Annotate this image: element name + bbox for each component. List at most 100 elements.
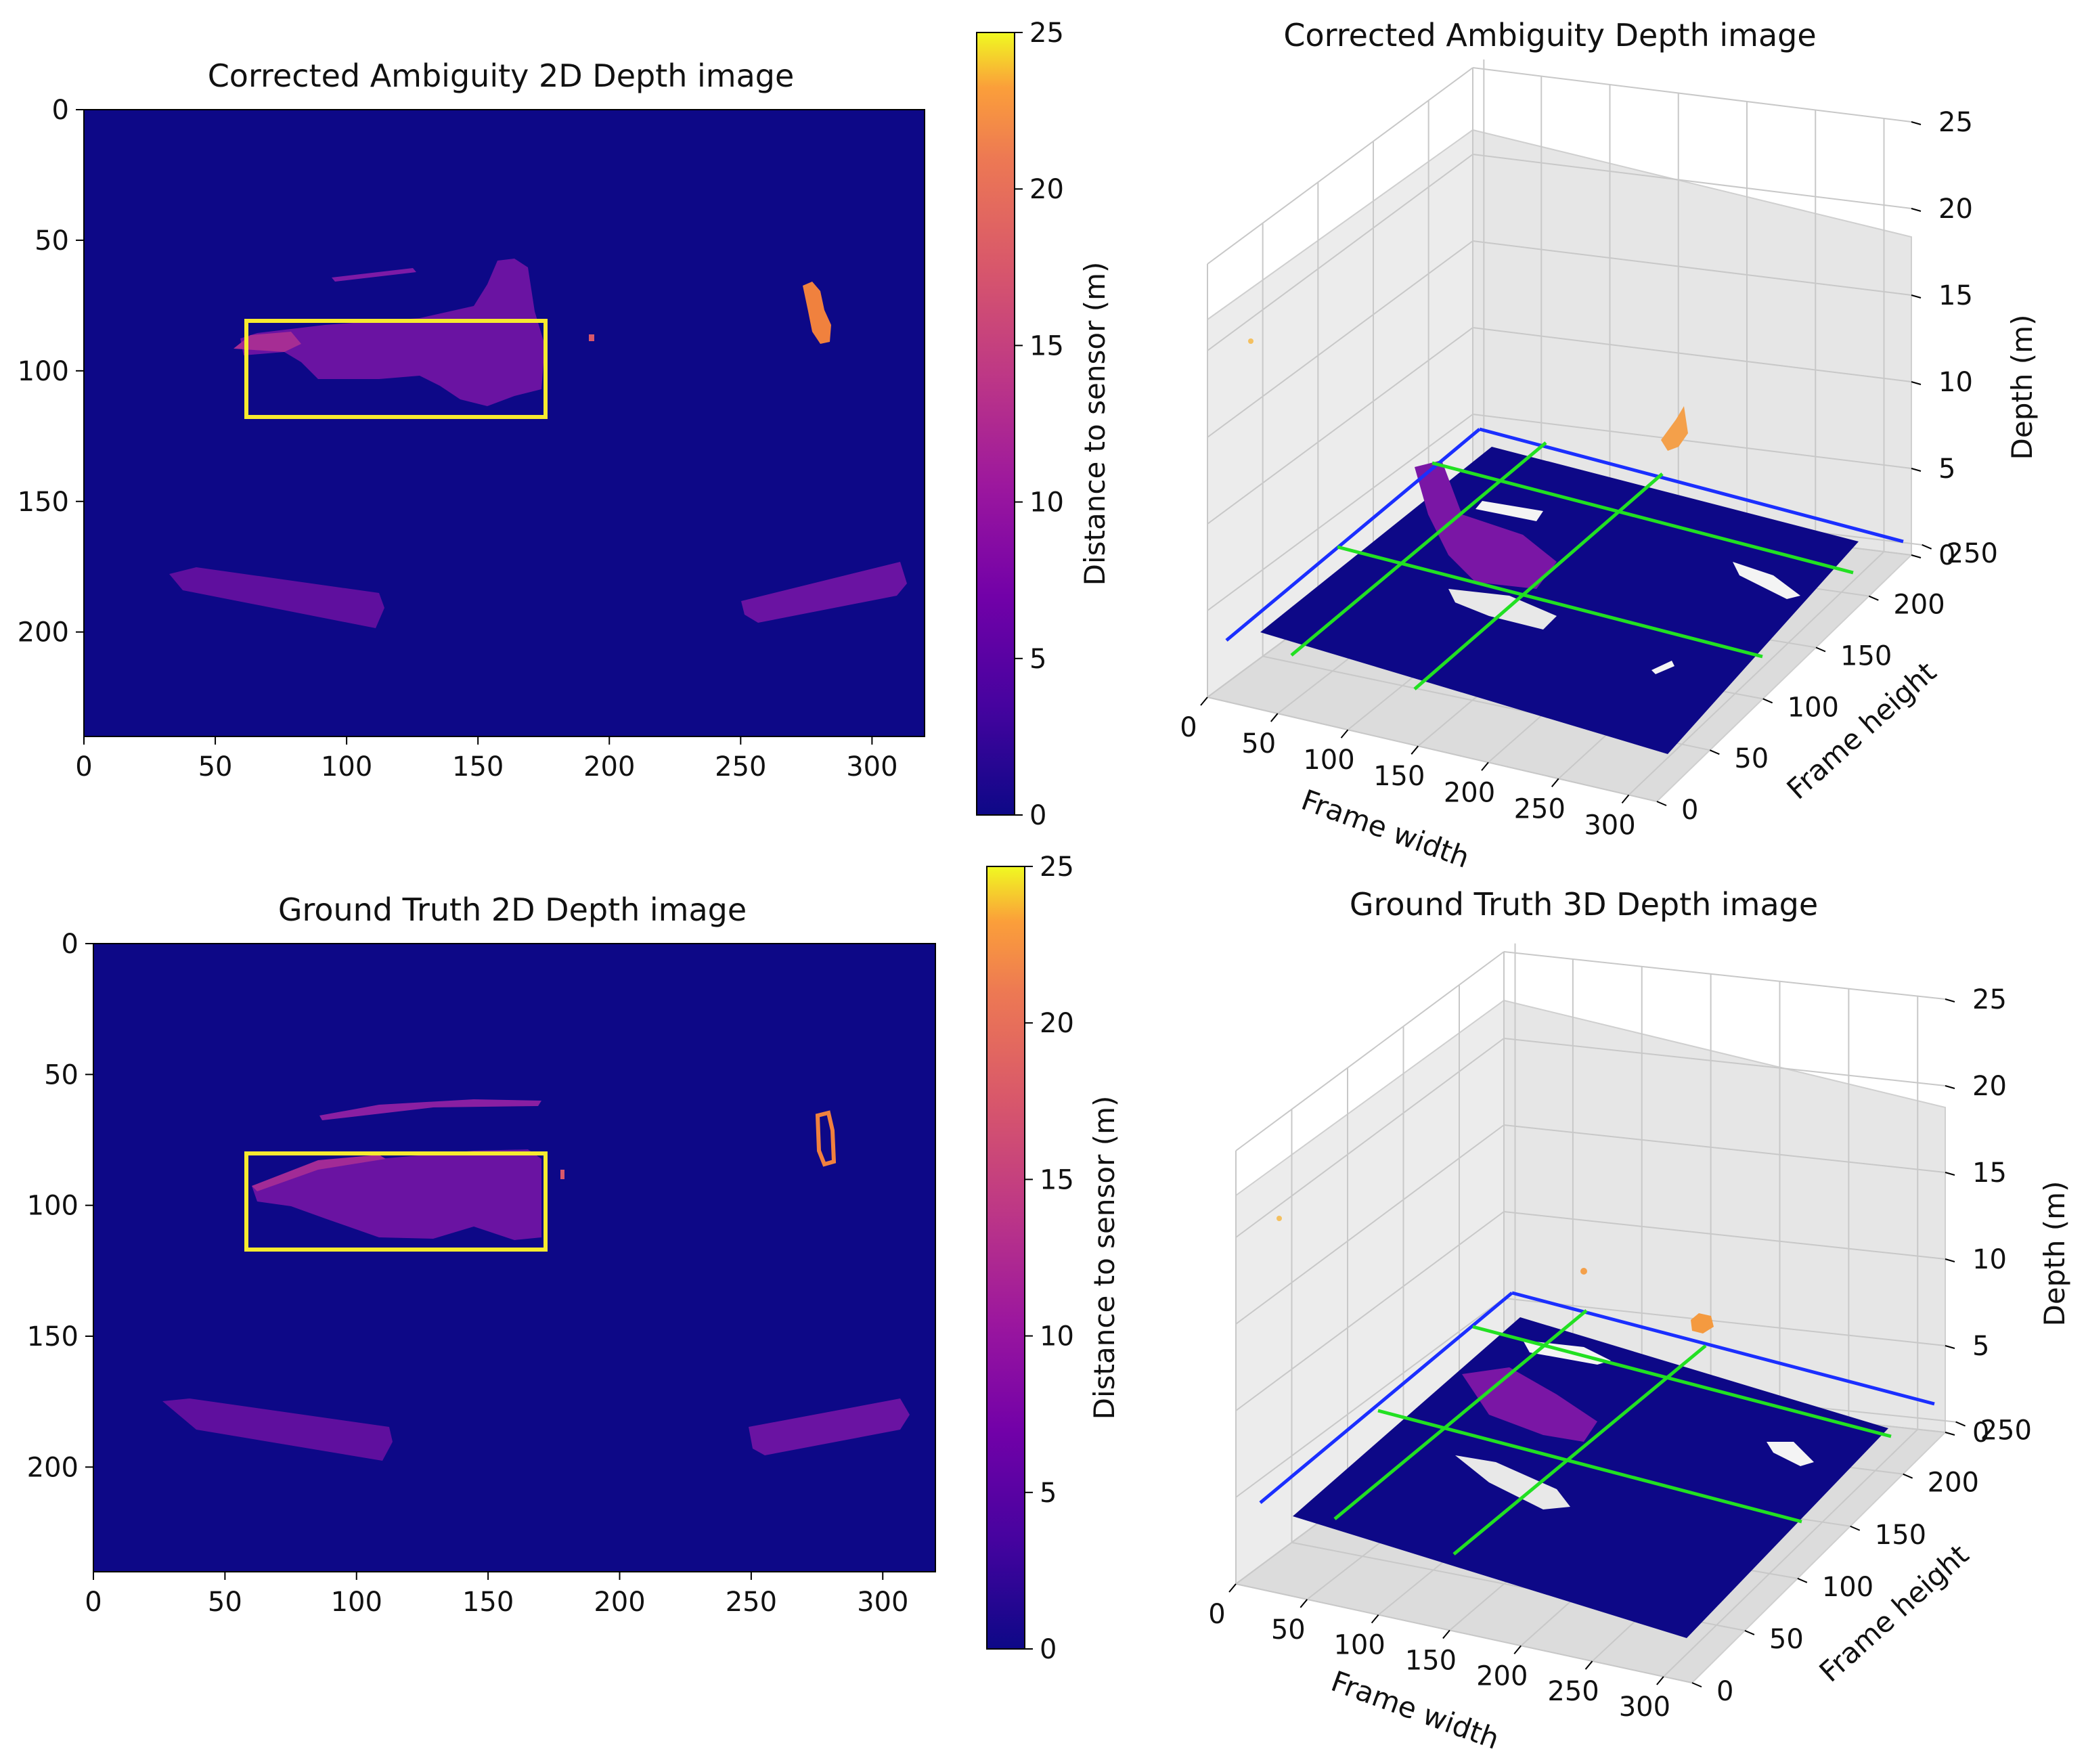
y-tick-label: 0 — [1681, 795, 1698, 826]
grid-line — [1472, 414, 1912, 469]
right-ground-patch — [749, 1398, 910, 1455]
grid-line — [1235, 1211, 1505, 1411]
colorbar-tick-label: 25 — [1029, 18, 1064, 49]
grid-line — [1503, 951, 1946, 1000]
y-tick-label: 50 — [1734, 743, 1769, 774]
x-ticks: 0 50 100 150 200 250 300 — [1180, 697, 1636, 841]
x-tick-label: 150 — [452, 751, 504, 782]
grid-line — [1503, 1211, 1946, 1260]
highlight-box — [244, 1151, 548, 1252]
orange-points — [1691, 1313, 1714, 1333]
y-tick-mark — [1922, 544, 1932, 550]
x-tick-label: 150 — [1373, 761, 1425, 792]
far-sign-post — [803, 282, 831, 344]
z-tick-label: 25 — [1972, 984, 2007, 1015]
z-tick-label: 5 — [1938, 454, 1955, 485]
z-tick-mark — [1945, 1172, 1955, 1176]
x-tick-mark — [1371, 1614, 1379, 1624]
z-tick-label: 0 — [1938, 540, 1955, 571]
roof-streak — [332, 268, 416, 282]
depth-plane — [1260, 447, 1859, 754]
colorbar-tick-label: 0 — [1029, 800, 1046, 831]
y-tick-mark — [1815, 646, 1826, 653]
x-tick-label: 50 — [1271, 1614, 1306, 1646]
highlight-box — [244, 319, 548, 419]
z-tick-label: 5 — [1972, 1331, 1989, 1362]
y-tick-label: 0 — [62, 929, 79, 960]
y-tick-mark — [1797, 1577, 1808, 1583]
y-ticks: 0 50 100 150 200 — [18, 95, 84, 648]
title-groundtruth-2d: Ground Truth 2D Depth image — [278, 891, 747, 928]
grid-line — [1472, 240, 1912, 296]
x-tick-mark — [1621, 794, 1630, 804]
y-tick-mark — [1656, 801, 1667, 806]
x-tick-mark — [1340, 729, 1349, 738]
z-tick-label: 20 — [1972, 1071, 2007, 1102]
x-tick-label: 0 — [85, 1587, 102, 1618]
colorbar — [976, 32, 1015, 816]
colorbar-tick-label: 5 — [1040, 1478, 1057, 1509]
x-tick-label: 300 — [1619, 1692, 1670, 1723]
left-ground-patch — [162, 1398, 393, 1461]
green-line — [1452, 1344, 1707, 1556]
colorbar-tick-label: 15 — [1040, 1164, 1074, 1195]
z-tick-label: 10 — [1938, 367, 1973, 398]
y-tick-mark — [1762, 698, 1773, 704]
y-tick-mark — [1850, 1525, 1861, 1531]
outlier-point — [1277, 1216, 1282, 1221]
x-tick-mark — [1513, 1645, 1522, 1654]
panel-groundtruth-3d: Ground Truth 3D Depth image 0 50 100 150 200… — [1208, 886, 2071, 1756]
z-tick-mark — [1945, 1085, 1955, 1089]
x-tick-label: 200 — [1476, 1660, 1528, 1692]
green-line — [1432, 461, 1854, 575]
x-ticks: 0 50 100 150 200 250 300 — [85, 1572, 908, 1618]
title-corrected-2d: Corrected Ambiguity 2D Depth image — [208, 58, 795, 94]
x-tick-label: 0 — [1180, 712, 1197, 743]
x-tick-mark — [1200, 697, 1208, 706]
left-ground-patch — [169, 567, 384, 628]
small-spot — [560, 1170, 564, 1179]
grid-line — [1235, 1124, 1505, 1325]
panel-groundtruth-2d: Ground Truth 2D Depth image 0 50 100 150 200… — [27, 852, 1121, 1665]
x-tick-mark — [1481, 762, 1489, 771]
colorbar-label: Distance to sensor (m) — [1078, 262, 1111, 586]
y-tick-label: 100 — [1788, 692, 1839, 723]
y-tick-label: 200 — [27, 1452, 79, 1483]
blue-line — [1259, 1292, 1513, 1504]
x-tick-label: 200 — [1444, 777, 1495, 808]
x-tick-label: 150 — [1405, 1645, 1457, 1676]
grid-line — [1207, 414, 1473, 611]
axes-frame — [93, 943, 936, 1572]
y-tick-label: 150 — [1840, 641, 1892, 672]
grid-line — [1472, 154, 1912, 209]
grid-line — [1207, 67, 1473, 265]
y-tick-label: 100 — [18, 356, 69, 387]
x-tick-label: 300 — [857, 1587, 908, 1618]
grid-line — [1503, 1124, 1946, 1173]
y-tick-mark — [1709, 749, 1720, 755]
roof-streak — [319, 1099, 541, 1120]
y-tick-label: 50 — [44, 1059, 79, 1090]
x-tick-mark — [1270, 713, 1279, 722]
y-tick-label: 250 — [1947, 538, 1998, 569]
colorbar-tick-label: 5 — [1029, 644, 1046, 675]
z-tick-mark — [1911, 468, 1922, 472]
z-tick-label: 10 — [1972, 1244, 2007, 1275]
y-tick-label: 150 — [27, 1321, 79, 1352]
z-tick-mark — [1945, 998, 1955, 1002]
z-tick-mark — [1911, 381, 1922, 385]
grid-line — [1503, 1298, 1946, 1346]
white-streak-3 — [1767, 1442, 1814, 1466]
x-tick-label: 0 — [75, 751, 92, 782]
title-corrected-3d: Corrected Ambiguity Depth image — [1283, 17, 1816, 53]
x-tick-label: 250 — [726, 1587, 777, 1618]
right-ground-patch — [741, 562, 907, 623]
z-tick-mark — [1911, 121, 1922, 125]
x-tick-label: 300 — [1584, 810, 1635, 841]
grid-line — [1207, 697, 1658, 802]
y-tick-label: 150 — [18, 487, 69, 518]
z-tick-label: 20 — [1938, 194, 1973, 225]
heatmap-background — [84, 110, 925, 736]
vehicle-front-highlight — [234, 332, 301, 352]
